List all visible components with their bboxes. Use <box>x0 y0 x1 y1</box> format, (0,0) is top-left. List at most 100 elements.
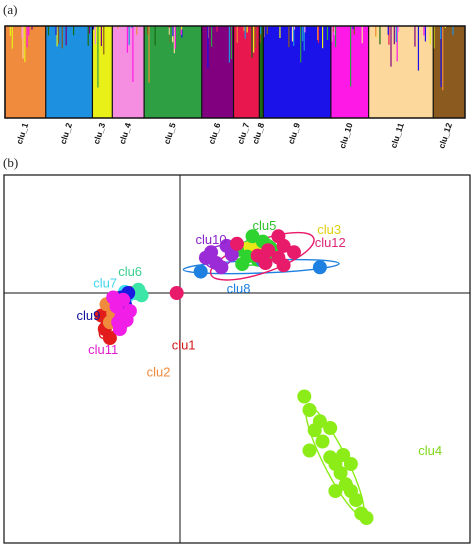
admixture-streak <box>352 26 354 30</box>
admixture-streak <box>88 26 91 34</box>
cluster-bar-clu_11 <box>368 26 434 118</box>
series-label-clu10: clu10 <box>196 232 227 247</box>
admixture-streak <box>395 26 397 43</box>
admixture-streak <box>396 26 398 62</box>
admixture-streak <box>259 26 261 43</box>
admixture-streak <box>322 26 324 49</box>
admixture-streak <box>211 26 213 28</box>
cluster-bar-clu_2 <box>45 26 93 118</box>
admixture-streak <box>317 26 320 44</box>
admixture-streak <box>293 26 296 30</box>
point-clu10 <box>204 245 219 260</box>
point-clu1 <box>102 331 117 345</box>
cluster-block-clu_4 <box>112 26 145 118</box>
admixture-streak <box>334 26 337 48</box>
admixture-streak <box>251 26 253 58</box>
admixture-streak <box>302 26 304 42</box>
point-clu11 <box>116 292 131 307</box>
admixture-streak <box>226 26 229 31</box>
series-label-clu4: clu4 <box>418 443 442 458</box>
admixture-streak <box>207 26 209 69</box>
cluster-block-clu_9 <box>263 26 331 118</box>
admixture-streak <box>288 26 290 48</box>
admixture-streak <box>180 26 182 35</box>
cluster-tick-label: clu_7 <box>235 121 251 145</box>
admixture-streak <box>56 26 58 47</box>
cluster-tick-label: clu_9 <box>286 121 302 145</box>
admixture-streak <box>379 26 381 45</box>
bar-frame <box>4 25 466 119</box>
point-clu8 <box>312 260 327 275</box>
admixture-streak <box>279 26 281 38</box>
point-clu12 <box>287 245 301 260</box>
admixture-bar-chart: clu_1 clu_2 clu_3 clu_4 clu_5 clu_6 clu_7clu_8… <box>4 25 466 150</box>
admixture-streak <box>331 26 333 42</box>
admixture-streak <box>148 26 150 83</box>
admixture-streak <box>429 26 431 45</box>
point-clu4 <box>302 443 317 458</box>
admixture-streak <box>253 26 255 53</box>
admixture-streak <box>154 26 156 46</box>
plot-frame <box>3 174 471 544</box>
cluster-bar-clu_6 <box>201 26 234 118</box>
admixture-streak <box>94 26 96 45</box>
cluster-block-clu_7 <box>233 26 260 118</box>
cluster-tick-label: clu_10 <box>337 121 355 150</box>
cluster-tick-label: clu_2 <box>58 121 74 145</box>
admixture-streak <box>22 26 24 59</box>
cluster-tick-label: clu_4 <box>117 121 133 145</box>
admixture-streak <box>442 26 444 91</box>
point-clu12 <box>261 243 276 258</box>
admixture-streak <box>244 26 246 39</box>
admixture-streak <box>128 26 130 46</box>
admixture-streak <box>243 26 245 32</box>
admixture-streak <box>304 26 306 33</box>
series-label-clu6: clu6 <box>118 264 142 279</box>
admixture-streak <box>407 26 409 36</box>
admixture-streak <box>417 26 420 71</box>
admixture-streak <box>168 26 170 28</box>
point-clu5 <box>235 257 250 272</box>
point-clu10 <box>214 260 229 275</box>
panel-a-label: (a) <box>3 2 18 17</box>
admixture-streak <box>390 26 392 67</box>
admixture-streak <box>136 26 138 35</box>
cluster-tick-label: clu_3 <box>91 121 107 145</box>
admixture-streak <box>263 26 265 38</box>
admixture-streak <box>26 26 28 48</box>
admixture-streak <box>31 26 33 30</box>
admixture-streak <box>92 26 95 30</box>
cluster-tick-label: clu_8 <box>250 121 266 145</box>
admixture-streak <box>414 26 416 47</box>
point-clu4 <box>315 434 330 449</box>
admixture-streak <box>174 26 176 49</box>
series-label-clu9: clu9 <box>77 308 101 323</box>
admixture-streak <box>132 26 134 82</box>
admixture-streak <box>260 26 262 35</box>
cluster-tick-label: clu_12 <box>436 121 454 150</box>
admixture-streak <box>21 26 23 39</box>
admixture-streak <box>51 26 54 32</box>
admixture-streak <box>181 26 183 30</box>
admixture-streak <box>332 26 335 32</box>
admixture-streak <box>440 26 442 88</box>
point-clu4 <box>297 389 312 404</box>
admixture-streak <box>117 26 119 29</box>
admixture-streak <box>210 26 213 47</box>
admixture-streak <box>397 26 400 32</box>
cluster-bar-clu_10 <box>330 26 369 118</box>
point-clu10 <box>224 247 239 262</box>
admixture-streak <box>126 26 128 53</box>
point-clu12 <box>230 236 244 251</box>
admixture-streak <box>57 26 60 44</box>
admixture-streak <box>266 26 268 35</box>
admixture-streak <box>103 26 105 55</box>
panel-b-label: (b) <box>3 155 19 170</box>
admixture-streak <box>168 26 170 35</box>
admixture-streak <box>324 26 326 41</box>
series-label-clu12: clu12 <box>315 235 346 250</box>
admixture-streak <box>236 26 238 43</box>
admixture-streak <box>361 26 363 44</box>
cluster-block-clu_6 <box>201 26 234 118</box>
